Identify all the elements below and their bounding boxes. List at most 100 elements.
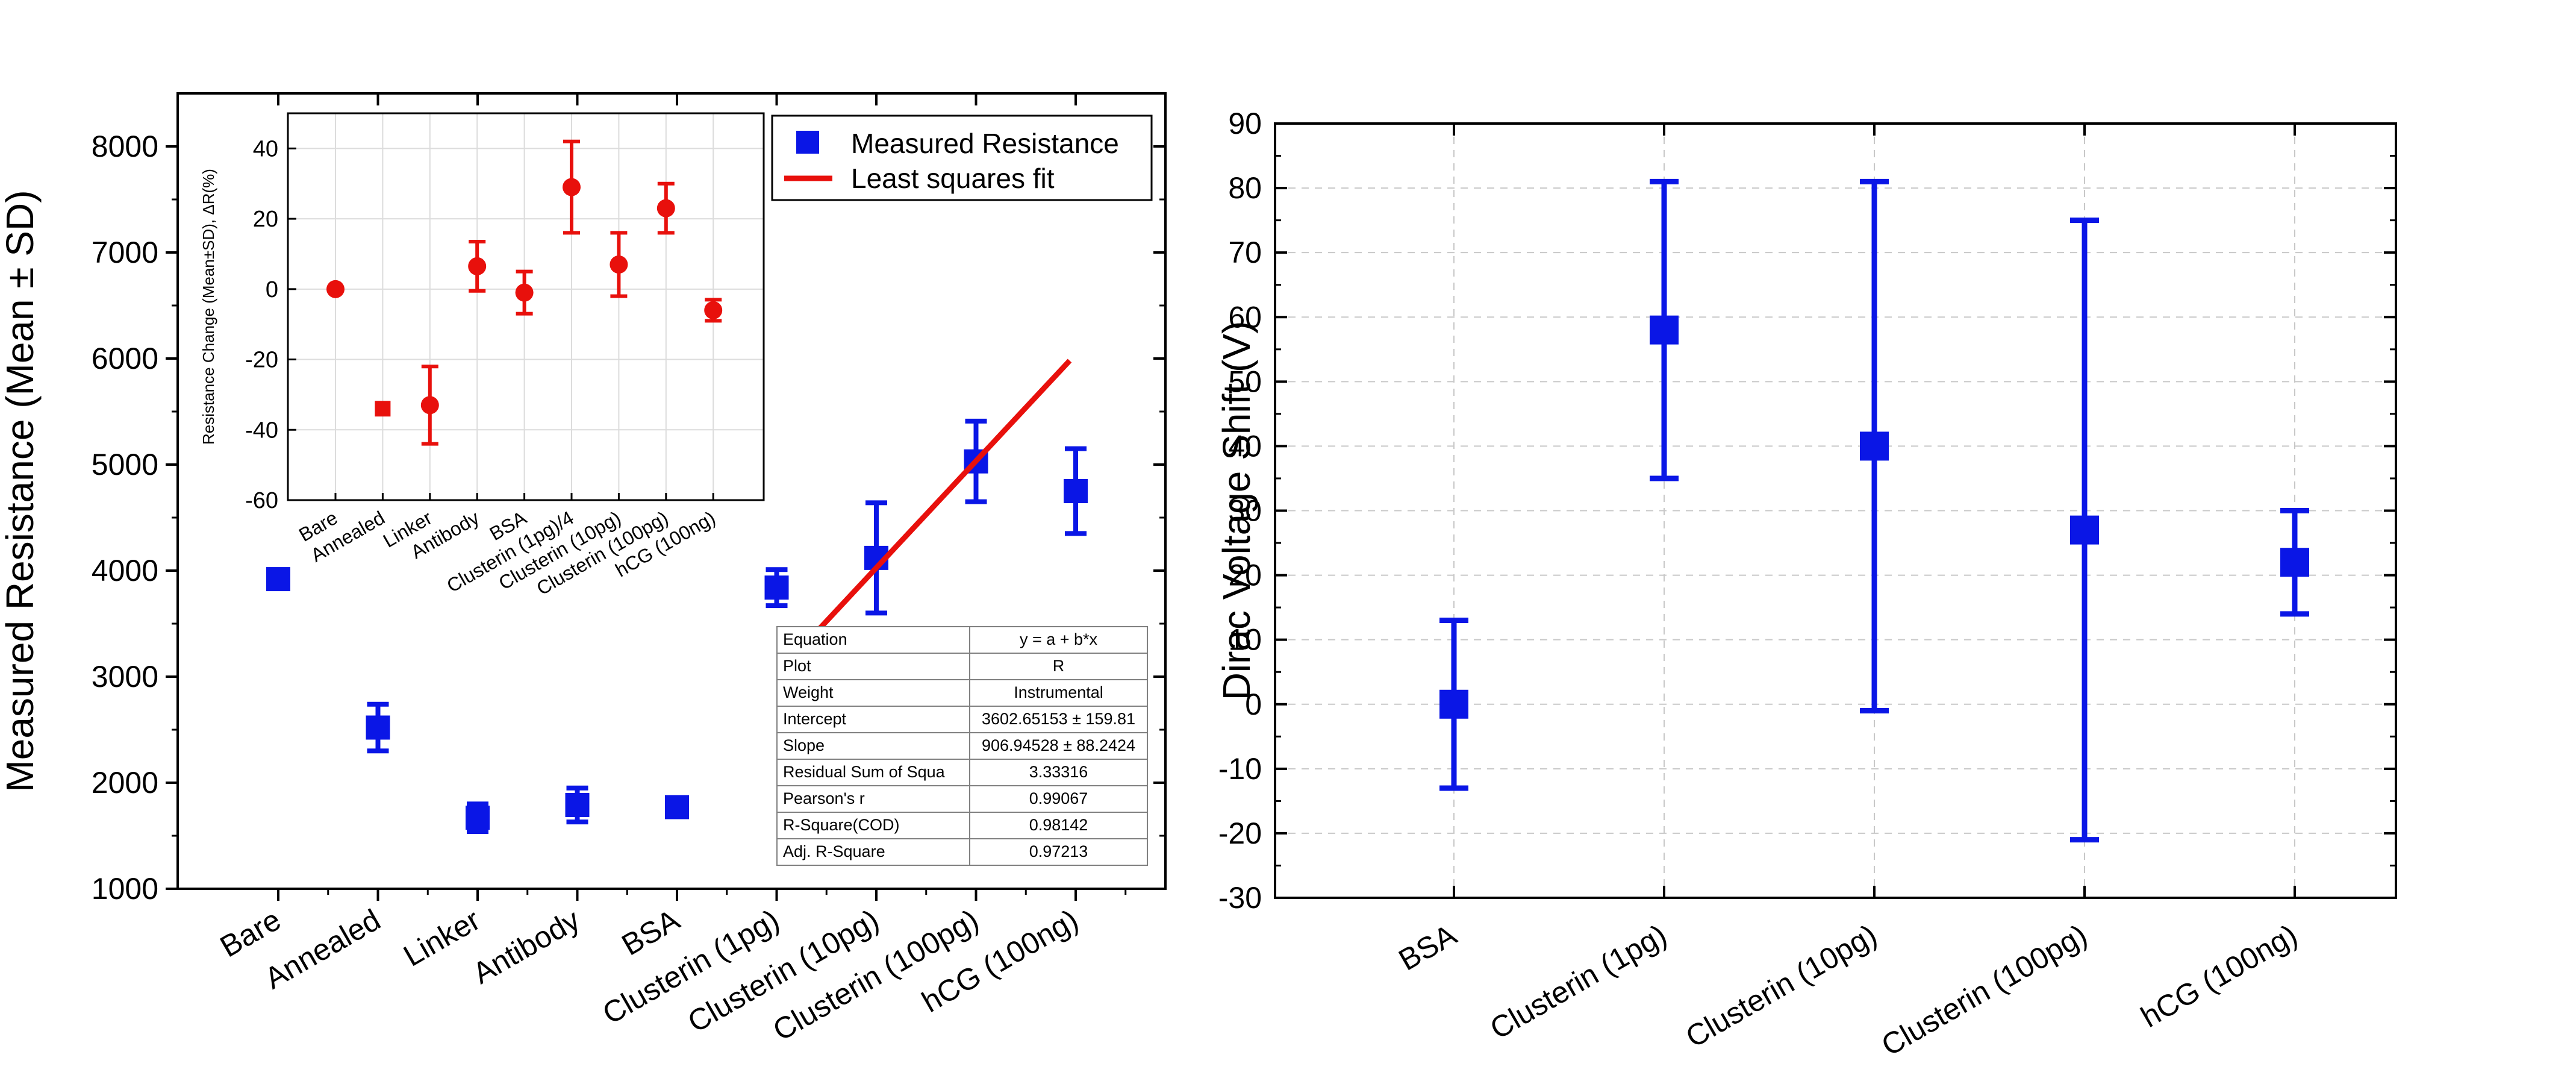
y-tick-label: 10 <box>1228 623 1262 657</box>
fit-results-table: Equation y = a + b*x Plot R Weight Instrument… <box>776 626 1148 866</box>
y-tick-label: 60 <box>1228 300 1262 334</box>
table-key: Plot <box>783 657 811 675</box>
data-point <box>665 795 689 819</box>
right-chart: -30 -20 -10 0 10 20 30 40 50 60 70 80 90 Dirac Voltag… <box>1215 107 2397 1062</box>
x-tick-label: Clusterin (10pg) <box>1680 918 1882 1054</box>
inset-data-point <box>326 280 345 298</box>
legend-box <box>771 114 1153 201</box>
x-tick-label: BSA <box>1393 918 1462 977</box>
fit-line <box>778 359 1072 674</box>
y-axis-label: Dirac Voltage Shift (V) <box>1215 321 1258 701</box>
y-tick-label: 7000 <box>92 236 158 269</box>
inset-chart: -60 -40 -20 0 20 40 Resistance Change (Mean±SD… <box>199 112 765 600</box>
inset-y-tick-label: 40 <box>253 136 278 161</box>
table-cell-value-box <box>969 838 1148 866</box>
y-tick-label: 2000 <box>92 766 158 800</box>
table-value: 906.94528 ± 88.2424 <box>982 736 1135 754</box>
y-tick-label: 80 <box>1228 171 1262 205</box>
y-tick-label: -10 <box>1218 752 1262 786</box>
table-key: Adj. R-Square <box>783 842 885 860</box>
inset-data-point <box>704 301 723 319</box>
table-cell-value-box <box>969 626 1148 654</box>
inset-data-point <box>420 396 439 415</box>
y-tick-label: 40 <box>1228 429 1262 463</box>
y-tick-label: 8000 <box>92 130 158 163</box>
table-value: 0.99067 <box>1029 789 1088 807</box>
table-value: y = a + b*x <box>1020 630 1098 648</box>
inset-y-tick-label: -20 <box>245 348 278 373</box>
y-axis-label: Measured Resistance (Mean ± SD) <box>0 190 42 792</box>
table-value: 0.98142 <box>1029 816 1088 834</box>
x-tick-label: BSA <box>616 903 685 962</box>
y-tick-label: 50 <box>1228 365 1262 398</box>
y-tick-label: 30 <box>1228 494 1262 528</box>
inset-y-tick-label: -60 <box>245 488 278 513</box>
inset-frame <box>287 112 765 501</box>
inset-data-point <box>610 255 628 274</box>
table-cell-key-box <box>776 838 970 866</box>
table-key: Slope <box>783 736 825 754</box>
y-tick-label: 3000 <box>92 660 158 694</box>
table-cell-value-box <box>969 759 1148 786</box>
x-tick-label: Bare <box>214 903 286 963</box>
y-tick-label: 6000 <box>92 342 158 375</box>
table-cell-key-box <box>776 785 970 813</box>
inset-data-point <box>375 401 391 417</box>
legend-label-fit: Least squares fit <box>851 163 1055 194</box>
y-tick-label: 90 <box>1228 107 1262 140</box>
table-cell-key-box <box>776 653 970 680</box>
y-tick-label: 5000 <box>92 448 158 481</box>
data-point <box>366 715 390 740</box>
inset-data-point <box>563 178 581 196</box>
data-point <box>2280 548 2309 577</box>
inset-y-tick-label: 20 <box>253 207 278 232</box>
table-cell-value-box <box>969 785 1148 813</box>
x-tick-label: Annealed <box>259 903 386 995</box>
legend-label-measured: Measured Resistance <box>851 128 1119 159</box>
y-tick-label: 20 <box>1228 559 1262 592</box>
table-key: Intercept <box>783 710 847 728</box>
table-cell-key-box <box>776 679 970 707</box>
table-value: 3.33316 <box>1029 763 1088 781</box>
data-point <box>1439 689 1468 719</box>
data-point <box>2070 515 2099 545</box>
plot-frame <box>176 92 1167 890</box>
table-value: R <box>1053 657 1065 675</box>
y-tick-label: -30 <box>1218 881 1262 915</box>
data-point <box>466 806 490 830</box>
inset-data-point <box>468 257 487 275</box>
data-point <box>266 567 290 592</box>
table-value: Instrumental <box>1014 683 1103 701</box>
legend-swatch-measured <box>796 131 819 154</box>
table-key: R-Square(COD) <box>783 816 900 834</box>
table-key: Equation <box>783 630 847 648</box>
table-cell-value-box <box>969 653 1148 680</box>
inset-data-point <box>656 199 675 218</box>
table-key: Residual Sum of Squa <box>783 763 946 781</box>
table-value: 0.97213 <box>1029 842 1088 860</box>
x-tick-label: Clusterin (100pg) <box>1876 918 2092 1062</box>
table-key: Pearson's r <box>783 789 865 807</box>
y-tick-label: 70 <box>1228 236 1262 269</box>
x-tick-label: Antibody <box>467 903 585 991</box>
data-point <box>1860 431 1889 461</box>
table-cell-key-box <box>776 626 970 654</box>
x-tick-label: Clusterin (1pg) <box>1485 918 1673 1045</box>
table-cell-value-box <box>969 706 1148 733</box>
y-tick-label: 4000 <box>92 554 158 587</box>
y-tick-label: 1000 <box>92 872 158 906</box>
data-point <box>764 575 789 600</box>
inset-y-tick-label: -40 <box>245 418 278 443</box>
x-tick-label: hCG (100ng) <box>2135 918 2303 1034</box>
inset-y-axis-label: Resistance Change (Mean±SD), ΔR(%) <box>199 169 217 445</box>
y-tick-label: -20 <box>1218 816 1262 850</box>
data-point <box>1650 315 1679 345</box>
inset-data-point <box>515 283 534 302</box>
inset-y-tick-label: 0 <box>266 277 278 302</box>
data-point <box>1064 479 1088 503</box>
y-tick-label: 0 <box>1245 688 1262 721</box>
table-cell-value-box <box>969 732 1148 760</box>
table-value: 3602.65153 ± 159.81 <box>982 710 1135 728</box>
table-key: Weight <box>783 683 834 701</box>
